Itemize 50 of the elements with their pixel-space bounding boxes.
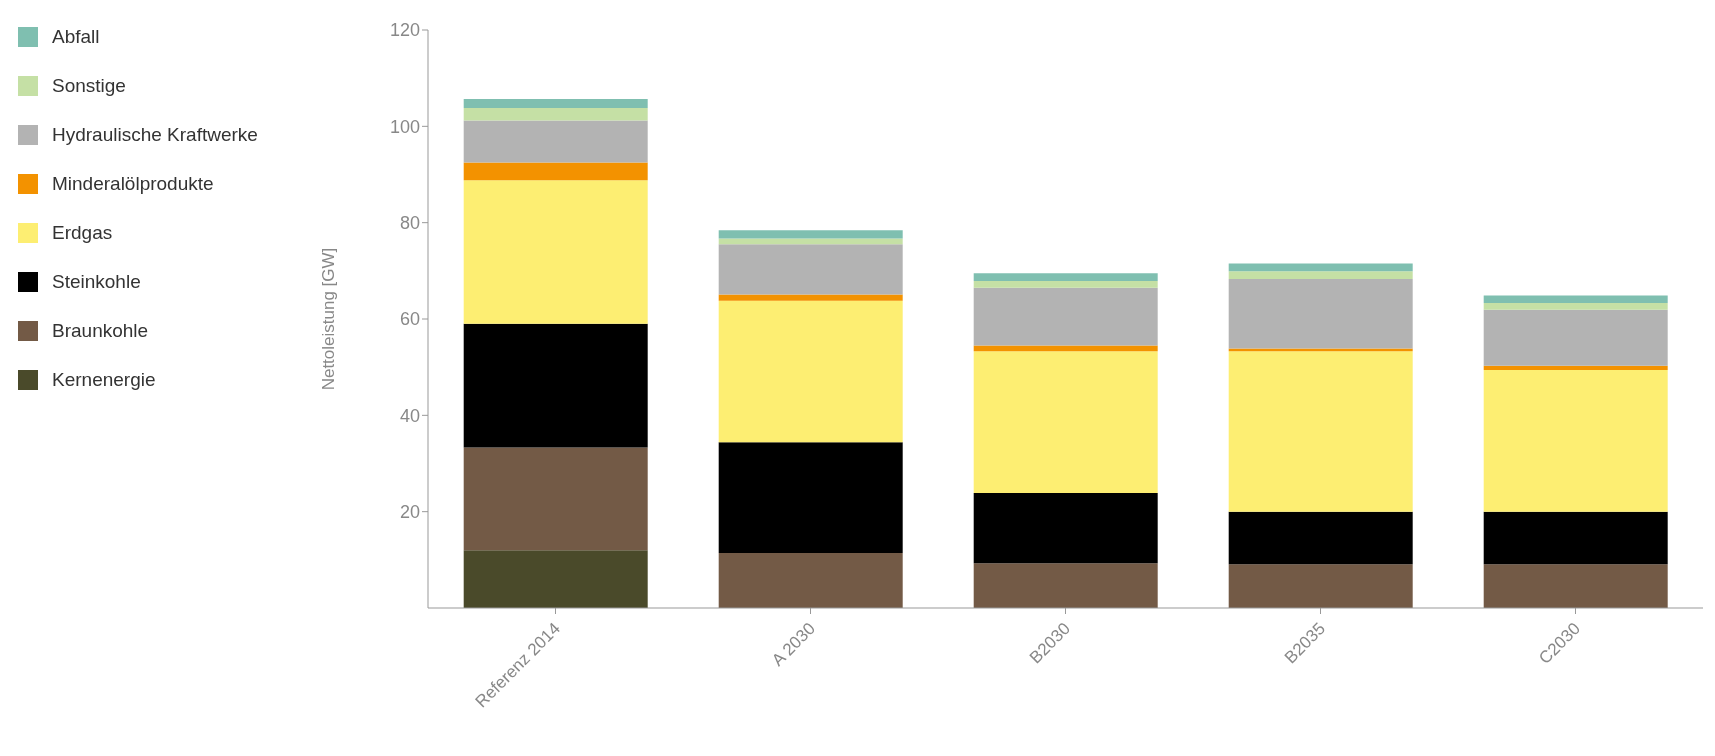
bar xyxy=(718,244,903,295)
bar xyxy=(463,550,648,608)
bar xyxy=(463,447,648,551)
bar xyxy=(1483,365,1668,371)
legend-label: Sonstige xyxy=(52,74,126,97)
bar xyxy=(1483,370,1668,512)
bar xyxy=(1483,303,1668,310)
bar xyxy=(463,120,648,163)
bar xyxy=(1228,263,1413,272)
bar xyxy=(1228,511,1413,565)
bar xyxy=(1228,351,1413,512)
y-tick-label: 40 xyxy=(399,405,420,426)
legend-label: Abfall xyxy=(52,25,100,48)
y-axis-title: Nettoleistung [GW] xyxy=(319,247,339,391)
bar xyxy=(718,300,903,443)
bar xyxy=(973,345,1158,352)
legend-label: Steinkohle xyxy=(52,270,141,293)
legend-label: Kernenergie xyxy=(52,368,156,391)
bar xyxy=(463,98,648,109)
bar xyxy=(973,351,1158,493)
legend-label: Minderalölprodukte xyxy=(52,172,214,195)
bar xyxy=(463,108,648,121)
bar xyxy=(973,563,1158,608)
legend-label: Braunkohle xyxy=(52,319,149,342)
bar xyxy=(1228,271,1413,280)
y-tick-label: 60 xyxy=(399,309,420,330)
y-tick-label: 100 xyxy=(389,116,420,137)
y-tick-label: 20 xyxy=(399,502,420,523)
bar xyxy=(1228,348,1413,352)
bar xyxy=(1483,295,1668,304)
bar xyxy=(463,180,648,324)
bar xyxy=(1483,511,1668,565)
bar xyxy=(1483,564,1668,608)
bar xyxy=(1228,564,1413,608)
y-tick-label: 80 xyxy=(399,213,420,234)
bar xyxy=(1483,309,1668,366)
bar xyxy=(718,553,903,608)
bar xyxy=(463,162,648,181)
legend-label: Erdgas xyxy=(52,221,113,244)
bar xyxy=(973,287,1158,346)
bar xyxy=(718,442,903,554)
y-tick-label: 120 xyxy=(389,20,420,41)
bar xyxy=(973,280,1158,288)
bar xyxy=(973,273,1158,281)
bar xyxy=(718,230,903,239)
bar xyxy=(463,323,648,448)
legend-label: Hydraulische Kraftwerke xyxy=(52,123,258,146)
bar xyxy=(1228,279,1413,349)
bar xyxy=(718,294,903,301)
bar xyxy=(973,492,1158,564)
